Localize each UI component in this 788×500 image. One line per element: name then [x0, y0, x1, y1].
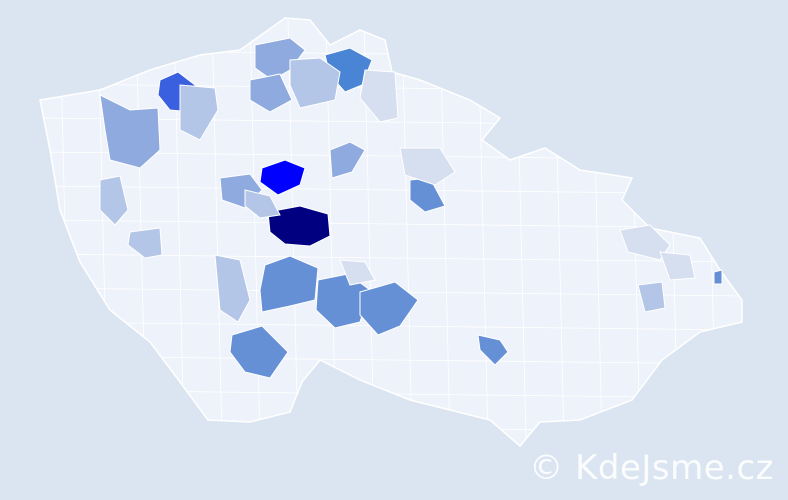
district-border: [40, 219, 742, 229]
district[interactable]: [244, 189, 281, 219]
district[interactable]: [359, 281, 419, 336]
district[interactable]: [339, 259, 376, 286]
district-border: [401, 19, 413, 441]
district[interactable]: [229, 325, 289, 379]
district[interactable]: [713, 269, 723, 285]
watermark: © KdeJsme.cz: [529, 448, 774, 488]
district[interactable]: [267, 205, 331, 247]
district[interactable]: [359, 69, 399, 123]
highlighted-districts: [99, 37, 723, 379]
district[interactable]: [99, 94, 161, 169]
country-outline: [39, 17, 743, 448]
district[interactable]: [659, 251, 696, 281]
district-border: [667, 19, 679, 441]
district-border: [40, 49, 742, 59]
district[interactable]: [477, 334, 509, 366]
district-border: [705, 19, 717, 441]
district[interactable]: [99, 175, 129, 226]
district[interactable]: [249, 73, 293, 113]
district[interactable]: [179, 84, 219, 141]
district[interactable]: [259, 159, 306, 196]
district[interactable]: [127, 227, 163, 259]
district-border: [40, 423, 742, 433]
district[interactable]: [399, 147, 456, 186]
district[interactable]: [214, 254, 251, 323]
district-border: [439, 19, 451, 441]
district[interactable]: [329, 141, 366, 179]
district[interactable]: [637, 281, 666, 313]
district[interactable]: [259, 255, 319, 313]
district[interactable]: [289, 57, 341, 109]
